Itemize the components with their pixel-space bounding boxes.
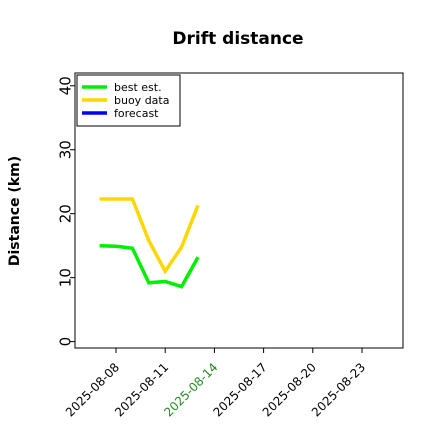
y-axis: 0 10 20 30 40 <box>56 76 75 346</box>
y-tick-label: 40 <box>56 76 74 95</box>
y-tick-label: 20 <box>56 204 74 223</box>
chart-title: Drift distance <box>172 29 303 49</box>
y-tick-label: 30 <box>56 140 74 159</box>
legend-label-buoy-data: buoy data <box>114 94 169 107</box>
series-line-best-est <box>99 243 200 289</box>
plot-area-frame <box>74 72 404 349</box>
series-line-buoy-data <box>99 197 200 275</box>
y-tick-label: 0 <box>56 337 74 347</box>
legend-label-best-est: best est. <box>114 81 162 94</box>
y-tick-label: 10 <box>56 268 74 287</box>
y-axis-label: Distance (km) <box>7 156 23 266</box>
x-axis: 2025-08-082025-08-112025-08-142025-08-17… <box>63 348 368 419</box>
series-layer <box>99 197 200 289</box>
legend-label-forecast: forecast <box>114 107 159 120</box>
legend: best est. buoy data forecast <box>76 74 181 127</box>
